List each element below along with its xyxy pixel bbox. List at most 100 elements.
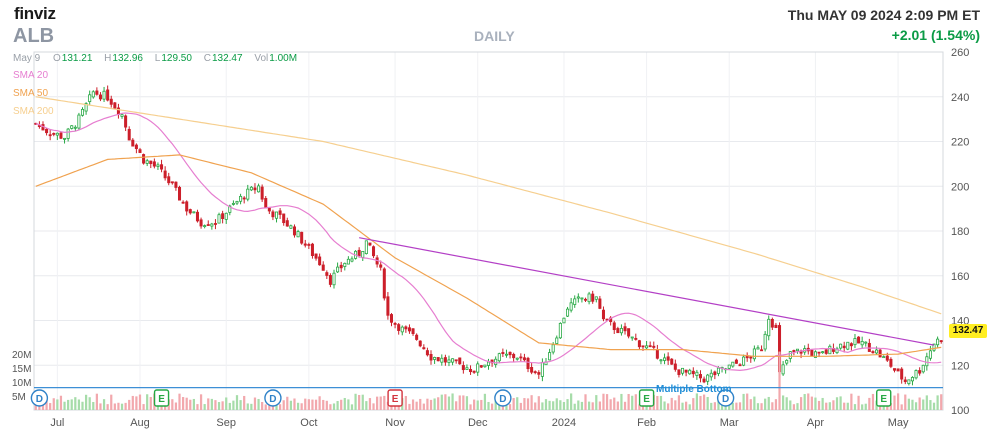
volume-bar [207, 398, 210, 410]
candle-body [242, 197, 246, 200]
earnings-marker [876, 389, 892, 407]
volume-bar [850, 393, 853, 410]
volume-bar [817, 400, 821, 410]
dividend-marker [264, 389, 282, 407]
candle-body [239, 195, 243, 202]
volume-bar [861, 404, 864, 410]
candle-body [566, 308, 570, 317]
candle-body [476, 363, 480, 373]
candle-body [95, 90, 99, 95]
y-tick-label: 120 [951, 360, 969, 372]
candle-body [443, 357, 447, 363]
volume-bar [868, 397, 871, 410]
candle-body [382, 268, 386, 299]
candle-body [512, 353, 516, 359]
candle-body [792, 350, 796, 353]
candle-body [828, 345, 832, 355]
volume-bar [52, 398, 55, 410]
x-tick-label: Jul [50, 417, 64, 429]
volume-bar [756, 403, 760, 410]
volume-bar [455, 401, 458, 410]
candle-body [914, 370, 918, 379]
volume-bar [146, 394, 149, 410]
candle-body [526, 357, 530, 370]
volume-bar [605, 394, 609, 410]
finviz-logo[interactable]: finviz [14, 4, 56, 23]
volume-bar [253, 397, 257, 410]
volume-bar [634, 394, 637, 410]
volume-bar [480, 399, 483, 410]
candle-body [533, 371, 537, 374]
volume-bar [566, 399, 569, 410]
candle-body [404, 326, 408, 330]
y-tick-label: 200 [951, 181, 969, 193]
candle-body [469, 368, 473, 373]
volume-bar [171, 399, 174, 410]
candle-body [368, 242, 372, 246]
volume-bar [221, 401, 224, 410]
x-tick-label: May [888, 417, 909, 429]
volume-bar [199, 394, 203, 410]
candle-body [483, 364, 487, 368]
candle-body [66, 128, 70, 139]
candle-body [282, 213, 286, 224]
volume-bar [56, 399, 59, 410]
volume-bar [365, 401, 368, 410]
y-tick-label: 240 [951, 92, 969, 104]
candle-body [479, 365, 483, 368]
volume-bar [570, 393, 573, 410]
candle-body [48, 134, 52, 137]
volume-tick-label: 15M [12, 364, 31, 375]
volume-bar [627, 394, 630, 410]
volume-bar [677, 395, 681, 410]
candle-body [88, 94, 92, 103]
high-label: H [104, 53, 112, 64]
volume-bar [300, 403, 303, 410]
volume-bar [307, 399, 310, 410]
volume-bar [174, 402, 178, 410]
candle-body [749, 356, 753, 359]
volume-bar [210, 398, 213, 410]
candle-body [619, 328, 623, 334]
volume-bar [889, 403, 893, 410]
high-value: 132.96 [112, 53, 143, 64]
volume-bar [853, 404, 857, 410]
x-tick-label: Dec [468, 417, 488, 429]
volume-bar [577, 400, 580, 410]
candle-body [70, 125, 74, 129]
candle-body [397, 324, 401, 331]
earnings-marker [153, 389, 170, 407]
candle-body [573, 298, 577, 305]
x-tick-label: Aug [130, 417, 150, 429]
volume-bar [92, 401, 95, 410]
candle-body [698, 374, 702, 379]
candle-body [134, 144, 138, 150]
candle-body [684, 369, 688, 373]
candle-body [562, 317, 566, 324]
volume-bar [257, 398, 260, 410]
candle-body [336, 266, 340, 273]
volume-bar [372, 403, 375, 410]
volume-bar [376, 396, 379, 410]
volume-bar [88, 397, 91, 410]
candle-body [372, 246, 376, 257]
volume-bar [688, 404, 691, 410]
volume-bar [828, 402, 831, 410]
volume-bar [318, 396, 321, 410]
volume-bar [821, 397, 824, 410]
volume-bar [113, 403, 116, 410]
candle-body [436, 357, 440, 362]
candle-body [637, 340, 641, 348]
candle-body [142, 154, 146, 164]
candle-body [253, 187, 257, 191]
candle-body [433, 357, 437, 360]
volume-bar [929, 400, 932, 410]
candle-body [548, 352, 552, 361]
volume-bar [810, 396, 813, 410]
volume-bar [523, 398, 526, 410]
candle-body [400, 326, 404, 333]
candle-body [695, 371, 699, 376]
volume-bar [580, 401, 584, 410]
candle-body [558, 322, 562, 339]
candle-body [601, 309, 605, 320]
